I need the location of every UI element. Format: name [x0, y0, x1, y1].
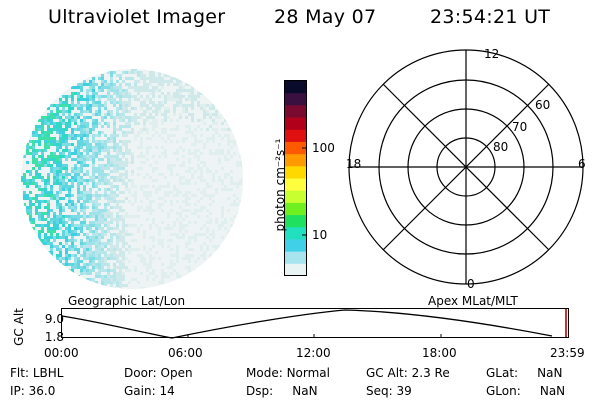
status-dsp: Dsp: NaN: [246, 384, 318, 398]
mlt-label-0: 0: [467, 277, 475, 291]
date-label: 28 May 07: [274, 6, 377, 28]
colorbar-tick-10: 10: [312, 228, 328, 242]
status-filter: Flt: LBHL: [10, 366, 64, 380]
time-tick-1200: 12:00: [296, 346, 331, 360]
mlat-label-60: 60: [535, 98, 551, 112]
time-label: 23:54:21 UT: [430, 6, 551, 28]
status-mode: Mode: Normal: [246, 366, 330, 380]
status-ip: IP: 36.0: [10, 384, 56, 398]
color-scale-bar: [284, 80, 307, 276]
apex-label: Apex MLat/MLT: [428, 294, 518, 308]
time-tick-2359: 23:59: [550, 346, 585, 360]
uv-image-disk: [21, 69, 243, 289]
geographic-label: Geographic Lat/Lon: [68, 294, 186, 308]
mlt-label-12: 12: [484, 47, 500, 61]
mlt-label-18: 18: [346, 157, 362, 171]
mlat-label-70: 70: [512, 120, 528, 134]
polar-grid: [348, 49, 584, 285]
time-tick-0600: 06:00: [168, 346, 203, 360]
time-tick-0000: 00:00: [44, 346, 79, 360]
status-glat: GLat: NaN: [486, 366, 563, 380]
colorbar-tick-100: 100: [312, 141, 335, 155]
alt-tick-9: 9.0: [44, 312, 64, 326]
status-door: Door: Open: [124, 366, 193, 380]
mlt-label-6: 6: [578, 157, 586, 171]
uv-image-pixels: [21, 69, 243, 289]
status-gc-alt: GC Alt: 2.3 Re: [366, 366, 450, 380]
status-glon: GLon: NaN: [486, 384, 566, 398]
altitude-curve: [61, 309, 553, 339]
altitude-timeline-plot: [61, 308, 569, 339]
alt-tick-1-8: 1.8: [44, 330, 64, 344]
mlat-label-80: 80: [493, 140, 509, 154]
time-tick-1800: 18:00: [422, 346, 457, 360]
status-gain: Gain: 14: [124, 384, 175, 398]
status-seq: Seq: 39: [366, 384, 412, 398]
instrument-title: Ultraviolet Imager: [48, 6, 226, 28]
colorbar-unit-label: photon cm⁻²s⁻¹: [273, 138, 287, 232]
